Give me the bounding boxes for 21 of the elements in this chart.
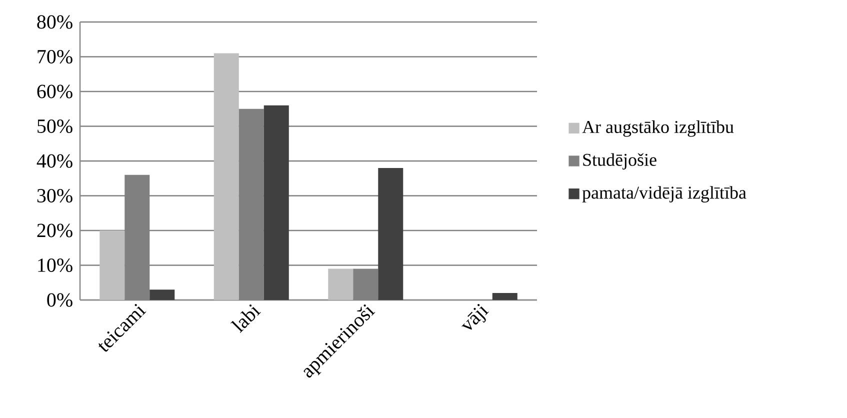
bar <box>328 268 354 300</box>
y-tick-label: 40% <box>36 154 72 168</box>
y-tick-label: 60% <box>37 84 72 98</box>
legend-label: Ar augstāko izglītību <box>582 120 734 137</box>
bar <box>214 53 239 300</box>
x-tick-label: labi <box>230 304 261 333</box>
y-tick-label: 30% <box>37 188 72 203</box>
bar <box>264 105 289 300</box>
legend-label: Studējošie <box>583 153 656 170</box>
y-tick-label: 50% <box>38 119 72 134</box>
bar <box>492 293 518 300</box>
bar <box>150 290 175 300</box>
bar <box>100 230 125 300</box>
x-tick-label: vāji <box>462 304 489 330</box>
y-tick-label: 20% <box>37 224 72 238</box>
y-tick-label: 0% <box>47 293 72 307</box>
y-tick-label: 80% <box>37 15 72 29</box>
bar <box>378 168 404 300</box>
y-tick-label: 10% <box>38 258 72 272</box>
y-tick-label: 70% <box>38 50 72 64</box>
legend-label: pamata/vidējā izglītība <box>582 186 746 202</box>
